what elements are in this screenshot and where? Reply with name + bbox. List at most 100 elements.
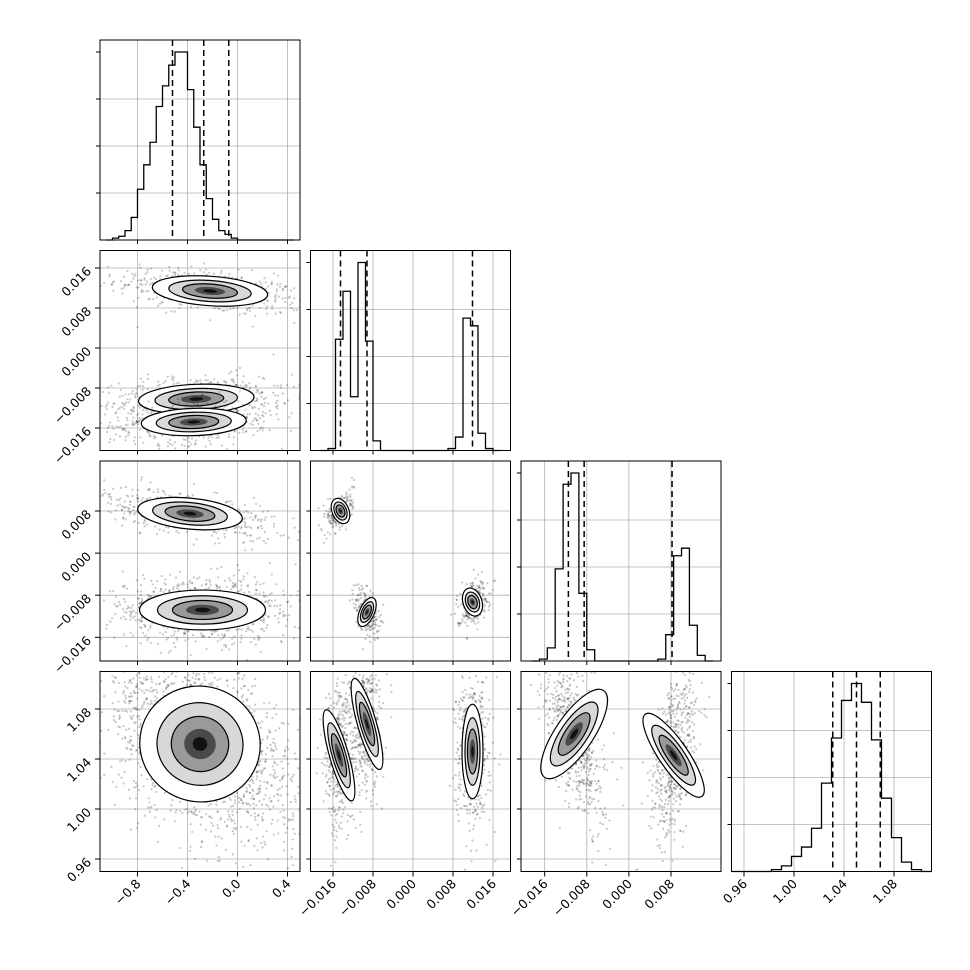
sample-point bbox=[269, 604, 272, 607]
sample-point bbox=[121, 505, 124, 508]
sample-point bbox=[145, 280, 149, 283]
sample-point bbox=[143, 691, 146, 695]
sample-point bbox=[150, 411, 153, 415]
sample-point bbox=[161, 655, 163, 657]
sample-point bbox=[240, 696, 243, 699]
sample-point bbox=[147, 297, 150, 301]
sample-point bbox=[270, 800, 273, 803]
sample-point bbox=[157, 384, 160, 387]
sample-point bbox=[209, 567, 213, 570]
sample-point bbox=[264, 542, 267, 545]
sample-point bbox=[289, 778, 292, 781]
sample-point bbox=[113, 602, 116, 606]
sample-point bbox=[152, 434, 155, 437]
sample-point bbox=[225, 679, 229, 682]
sample-point bbox=[258, 428, 262, 431]
sample-point bbox=[190, 437, 194, 440]
sample-point bbox=[160, 587, 163, 591]
sample-point bbox=[251, 775, 254, 778]
sample-point bbox=[161, 301, 164, 304]
sample-point bbox=[86, 410, 88, 412]
sample-point bbox=[133, 423, 136, 426]
sample-point bbox=[238, 671, 241, 675]
sample-point bbox=[194, 674, 198, 677]
sample-point bbox=[253, 844, 256, 848]
sample-point bbox=[265, 803, 268, 807]
sample-point bbox=[233, 583, 236, 586]
sample-point bbox=[296, 898, 298, 900]
sample-point bbox=[167, 683, 170, 686]
sample-point bbox=[253, 396, 256, 399]
sample-point bbox=[178, 641, 180, 643]
sample-point bbox=[155, 296, 159, 299]
sample-point bbox=[77, 685, 79, 687]
sample-point bbox=[242, 541, 245, 544]
sample-point bbox=[105, 623, 108, 627]
sample-point bbox=[194, 813, 197, 816]
sample-point bbox=[171, 405, 174, 408]
sample-point bbox=[282, 809, 285, 812]
sample-point bbox=[259, 426, 263, 429]
sample-point bbox=[202, 436, 205, 439]
sample-point bbox=[114, 612, 117, 615]
sample-point bbox=[273, 742, 277, 745]
sample-point bbox=[223, 401, 226, 404]
sample-point bbox=[178, 800, 182, 803]
sample-point bbox=[150, 787, 153, 791]
sample-point bbox=[297, 785, 300, 788]
sample-point bbox=[246, 585, 249, 588]
sample-point bbox=[183, 444, 186, 447]
sample-point bbox=[128, 741, 131, 744]
sample-point bbox=[155, 533, 159, 536]
sample-point bbox=[172, 376, 175, 379]
sample-point bbox=[100, 404, 103, 408]
sample-point bbox=[124, 485, 127, 489]
sample-point bbox=[183, 676, 187, 679]
sample-point bbox=[132, 714, 135, 717]
sample-point bbox=[112, 280, 115, 283]
sample-point bbox=[244, 383, 247, 387]
sample-point bbox=[156, 668, 158, 670]
sample-point bbox=[175, 382, 179, 385]
sample-point bbox=[137, 496, 140, 499]
sample-point bbox=[88, 664, 90, 666]
sample-point bbox=[261, 812, 264, 815]
sample-point bbox=[334, 622, 336, 624]
sample-point bbox=[69, 680, 71, 682]
sample-point bbox=[247, 625, 250, 628]
sample-point bbox=[268, 429, 271, 432]
sample-point bbox=[140, 620, 143, 623]
sample-point bbox=[146, 678, 149, 681]
sample-point bbox=[327, 517, 330, 520]
sample-point bbox=[198, 810, 201, 813]
sample-point bbox=[89, 623, 91, 625]
sample-point bbox=[111, 675, 114, 678]
sample-point bbox=[162, 665, 164, 667]
sample-point bbox=[125, 607, 129, 610]
sample-point bbox=[193, 403, 196, 406]
sample-point bbox=[229, 307, 232, 311]
sample-point bbox=[230, 643, 234, 646]
sample-point bbox=[270, 749, 273, 752]
sample-point bbox=[168, 269, 171, 272]
sample-point bbox=[304, 622, 306, 624]
sample-point bbox=[245, 630, 248, 633]
sample-point bbox=[225, 629, 228, 632]
sample-point bbox=[199, 404, 202, 408]
sample-point bbox=[142, 682, 145, 685]
sample-point bbox=[241, 386, 245, 389]
sample-point bbox=[129, 511, 132, 514]
sample-point bbox=[116, 605, 119, 608]
sample-point bbox=[217, 576, 220, 579]
sample-point bbox=[293, 637, 296, 640]
cluster-1 bbox=[89, 561, 336, 661]
sample-point bbox=[49, 668, 51, 670]
sample-point bbox=[232, 574, 236, 577]
sample-point bbox=[114, 518, 117, 521]
sample-point bbox=[107, 265, 110, 268]
sample-point bbox=[215, 803, 218, 807]
sample-point bbox=[270, 783, 273, 786]
sample-point bbox=[284, 285, 288, 288]
density-contour bbox=[192, 737, 208, 751]
sample-point bbox=[106, 501, 109, 505]
